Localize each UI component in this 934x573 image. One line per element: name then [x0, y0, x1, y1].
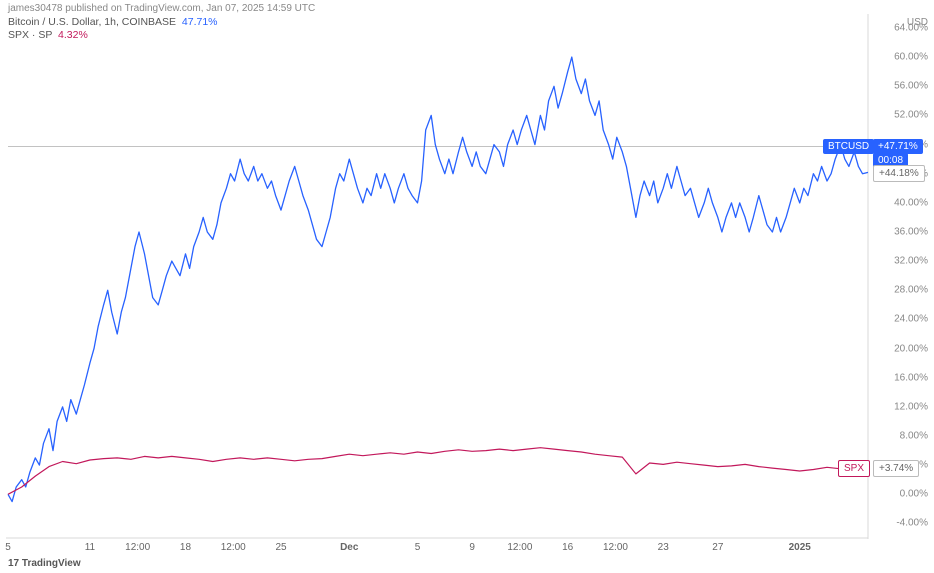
price-badge: SPX [838, 460, 870, 477]
y-tick-label: 32.00% [894, 256, 928, 267]
x-tick-label: 9 [469, 542, 475, 553]
y-tick-label: 64.00% [894, 23, 928, 34]
y-tick-label: 28.00% [894, 285, 928, 296]
x-tick-label: 27 [712, 542, 723, 553]
x-tick-label: 12:00 [603, 542, 628, 553]
chart-svg[interactable] [0, 0, 934, 573]
x-tick-label: 5 [415, 542, 421, 553]
y-tick-label: -4.00% [896, 518, 928, 529]
x-tick-label: 16 [562, 542, 573, 553]
y-tick-label: 60.00% [894, 52, 928, 63]
x-tick-label: 2025 [789, 542, 811, 553]
price-badge: +47.71% [873, 139, 923, 154]
chart-container: james30478 published on TradingView.com,… [0, 0, 934, 573]
x-tick-label: 5 [5, 542, 11, 553]
x-tick-label: Dec [340, 542, 358, 553]
tradingview-brand: 17 TradingView [8, 558, 81, 569]
x-tick-label: 11 [85, 542, 95, 553]
y-tick-label: 16.00% [894, 372, 928, 383]
y-tick-label: 52.00% [894, 110, 928, 121]
y-tick-label: 40.00% [894, 197, 928, 208]
x-tick-label: 12:00 [221, 542, 246, 553]
x-tick-label: 12:00 [507, 542, 532, 553]
price-badge: +3.74% [873, 460, 919, 477]
y-tick-label: 12.00% [894, 401, 928, 412]
price-badge: +44.18% [873, 165, 925, 182]
y-tick-label: 56.00% [894, 81, 928, 92]
y-tick-label: 24.00% [894, 314, 928, 325]
y-tick-label: 36.00% [894, 227, 928, 238]
x-tick-label: 25 [275, 542, 286, 553]
x-tick-label: 23 [658, 542, 669, 553]
y-tick-label: 8.00% [900, 431, 928, 442]
x-tick-label: 12:00 [125, 542, 150, 553]
y-tick-label: 0.00% [900, 489, 928, 500]
x-tick-label: 18 [180, 542, 191, 553]
y-tick-label: 20.00% [894, 343, 928, 354]
price-badge: BTCUSD [823, 139, 874, 154]
